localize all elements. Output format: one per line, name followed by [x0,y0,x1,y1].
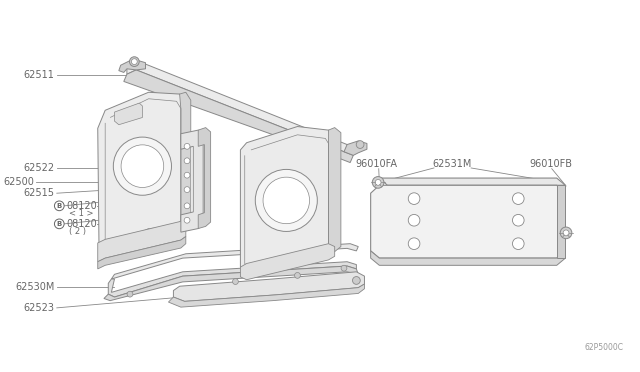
Circle shape [563,230,569,236]
Circle shape [513,193,524,205]
Circle shape [184,144,190,149]
Polygon shape [180,92,191,231]
Circle shape [294,273,300,278]
Polygon shape [168,284,364,307]
Text: 62522: 62522 [23,163,54,173]
Text: B: B [57,203,62,209]
Circle shape [263,177,310,224]
Polygon shape [111,244,358,279]
Text: 08120-6162F: 08120-6162F [67,201,131,211]
Circle shape [255,169,317,231]
Text: 62500: 62500 [3,177,34,187]
Circle shape [184,217,190,223]
Circle shape [184,187,190,193]
Text: 62523: 62523 [23,303,54,313]
Text: 96010FB: 96010FB [529,159,572,169]
Circle shape [127,291,133,297]
Circle shape [356,141,364,148]
Circle shape [372,177,384,188]
Circle shape [408,193,420,205]
Circle shape [408,238,420,250]
Text: 62P5000C: 62P5000C [584,343,623,352]
Polygon shape [241,126,335,273]
Text: 62530M: 62530M [15,282,54,292]
Circle shape [560,227,572,239]
Circle shape [353,277,360,284]
Polygon shape [344,141,367,155]
Polygon shape [371,251,565,265]
Text: < 1 >: < 1 > [69,209,93,218]
Circle shape [184,172,190,178]
Text: 62515: 62515 [23,188,54,198]
Circle shape [408,214,420,226]
Circle shape [513,238,524,250]
Polygon shape [124,70,353,163]
Polygon shape [119,59,145,73]
Text: 62511: 62511 [24,70,54,80]
Circle shape [121,145,164,187]
Circle shape [54,201,64,211]
Polygon shape [328,128,341,251]
Polygon shape [380,178,565,185]
Polygon shape [557,185,565,258]
Polygon shape [198,128,211,228]
Polygon shape [98,237,186,269]
Text: B: B [57,221,62,227]
Polygon shape [181,130,203,232]
Circle shape [131,59,137,64]
Circle shape [54,219,64,229]
Circle shape [184,158,190,164]
Circle shape [341,265,347,271]
Polygon shape [371,185,565,258]
Polygon shape [104,266,358,301]
Polygon shape [241,244,335,280]
Circle shape [513,214,524,226]
Circle shape [375,179,381,185]
Circle shape [129,57,139,67]
Text: 62531M: 62531M [433,159,472,169]
Polygon shape [98,221,186,262]
Text: ( 2 ): ( 2 ) [69,227,86,235]
Text: 96010FA: 96010FA [355,159,397,169]
Text: 08120-8162F: 08120-8162F [67,219,131,229]
Polygon shape [127,62,356,155]
Circle shape [184,203,190,209]
Polygon shape [108,262,356,297]
Circle shape [113,137,172,195]
Polygon shape [115,103,142,125]
Circle shape [232,279,238,285]
Polygon shape [98,92,186,251]
Polygon shape [173,272,364,301]
